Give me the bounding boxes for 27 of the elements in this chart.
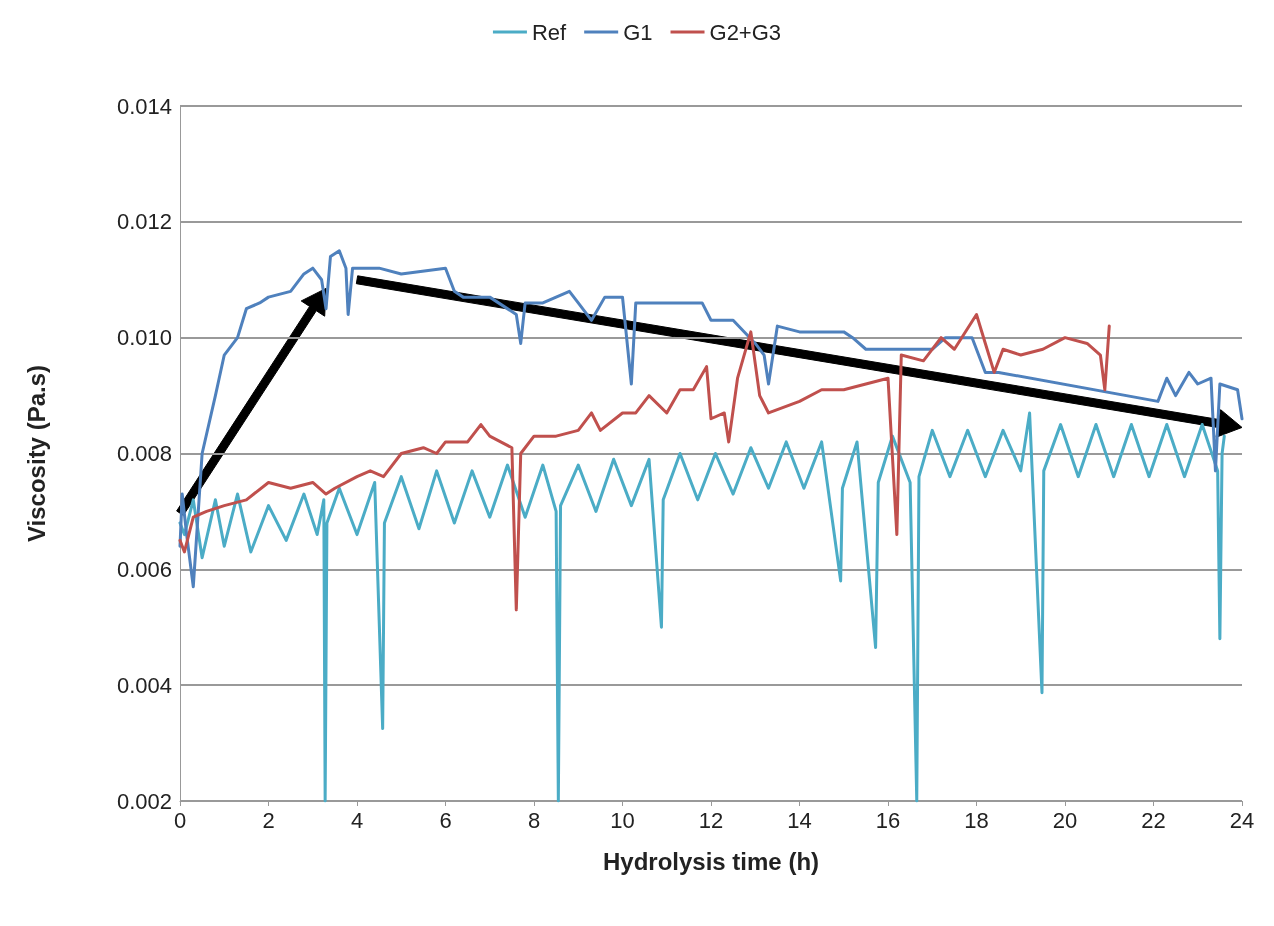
x-tick-label: 12	[698, 807, 724, 833]
x-tick-label: 20	[1052, 807, 1078, 833]
line-series	[178, 249, 1244, 589]
x-tick-label: 24	[1229, 807, 1255, 833]
y-tick-label: 0.004	[116, 672, 172, 698]
y-tick-label: 0.006	[116, 556, 172, 582]
y-tick-label: 0.014	[116, 93, 172, 119]
y-axis-title: Viscosity (Pa.s)	[22, 365, 50, 542]
x-tick-label: 14	[787, 807, 812, 833]
legend-label: G2+G3	[709, 19, 782, 45]
x-tick-label: 16	[875, 807, 901, 833]
x-tick-label: 8	[527, 807, 541, 833]
line-series	[178, 313, 1111, 612]
legend-label: G1	[623, 19, 653, 45]
x-tick-label: 4	[350, 807, 364, 833]
x-tick-label: 2	[262, 807, 275, 833]
x-axis-title: Hydrolysis time (h)	[602, 847, 820, 875]
x-tick-label: 22	[1141, 807, 1166, 833]
y-tick-label: 0.002	[116, 788, 172, 814]
legend-label: Ref	[531, 19, 568, 45]
x-tick-label: 10	[610, 807, 635, 833]
x-tick-label: 6	[439, 807, 452, 833]
x-tick-label: 18	[964, 807, 989, 833]
y-tick-label: 0.012	[116, 209, 172, 235]
y-tick-label: 0.008	[116, 441, 172, 466]
y-tick-label: 0.010	[116, 325, 172, 351]
x-tick-label: 0	[173, 807, 187, 833]
